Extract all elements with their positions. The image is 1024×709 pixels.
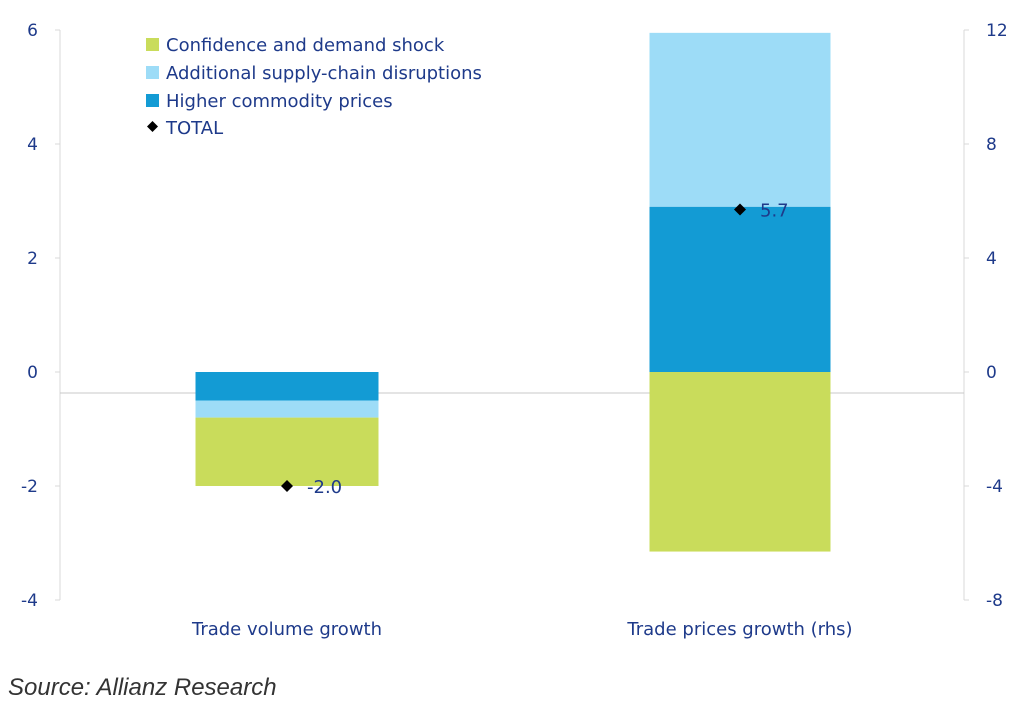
category-labels: Trade volume growth Trade prices growth … bbox=[191, 619, 853, 640]
bars bbox=[195, 32, 831, 552]
source-note: Source: Allianz Research bbox=[8, 674, 277, 701]
total-marker bbox=[281, 480, 293, 492]
right-tick-label: 0 bbox=[986, 363, 997, 383]
legend-swatch-supply-chain bbox=[146, 66, 159, 79]
right-tick-label: 12 bbox=[986, 21, 1008, 41]
left-tick-label: 6 bbox=[27, 21, 38, 41]
legend-marker-total bbox=[147, 121, 158, 132]
right-tick-label: -8 bbox=[986, 591, 1003, 611]
legend: Confidence and demand shock Additional s… bbox=[146, 35, 482, 139]
total-label: -2.0 bbox=[307, 477, 342, 498]
legend-label-commodity: Higher commodity prices bbox=[166, 91, 393, 112]
bar-segment-commodity bbox=[195, 372, 379, 401]
left-tick-label: -4 bbox=[21, 591, 38, 611]
legend-swatch-commodity bbox=[146, 94, 159, 107]
left-tick-label: 0 bbox=[27, 363, 38, 383]
category-label-1: Trade prices growth (rhs) bbox=[626, 619, 852, 640]
left-tick-label: -2 bbox=[21, 477, 38, 497]
total-markers: -2.0 5.7 bbox=[281, 201, 789, 498]
bar-segment-supply-chain bbox=[195, 400, 379, 418]
legend-swatch-confidence bbox=[146, 38, 159, 51]
bar-segment-confidence bbox=[649, 372, 831, 552]
right-tick-label: 8 bbox=[986, 135, 997, 155]
legend-label-confidence: Confidence and demand shock bbox=[166, 35, 445, 56]
left-axis-ticks: -4 -2 0 2 4 6 bbox=[21, 21, 60, 611]
chart: -4 -2 0 2 4 6 -8 -4 0 4 8 12 -2.0 5.7 Trade volume … bbox=[21, 21, 1008, 640]
right-tick-label: 4 bbox=[986, 249, 997, 269]
right-tick-label: -4 bbox=[986, 477, 1003, 497]
legend-label-total: TOTAL bbox=[165, 118, 223, 139]
bar-segment-commodity bbox=[649, 206, 831, 372]
legend-label-supply-chain: Additional supply-chain disruptions bbox=[166, 63, 482, 84]
total-marker bbox=[734, 203, 746, 216]
bar-segment-confidence bbox=[195, 417, 379, 486]
category-label-0: Trade volume growth bbox=[191, 619, 382, 640]
left-tick-label: 2 bbox=[27, 249, 38, 269]
left-tick-label: 4 bbox=[27, 135, 38, 155]
right-axis-ticks: -8 -4 0 4 8 12 bbox=[964, 21, 1008, 611]
total-label: 5.7 bbox=[760, 201, 789, 222]
bar-segment-supply-chain bbox=[649, 32, 831, 207]
